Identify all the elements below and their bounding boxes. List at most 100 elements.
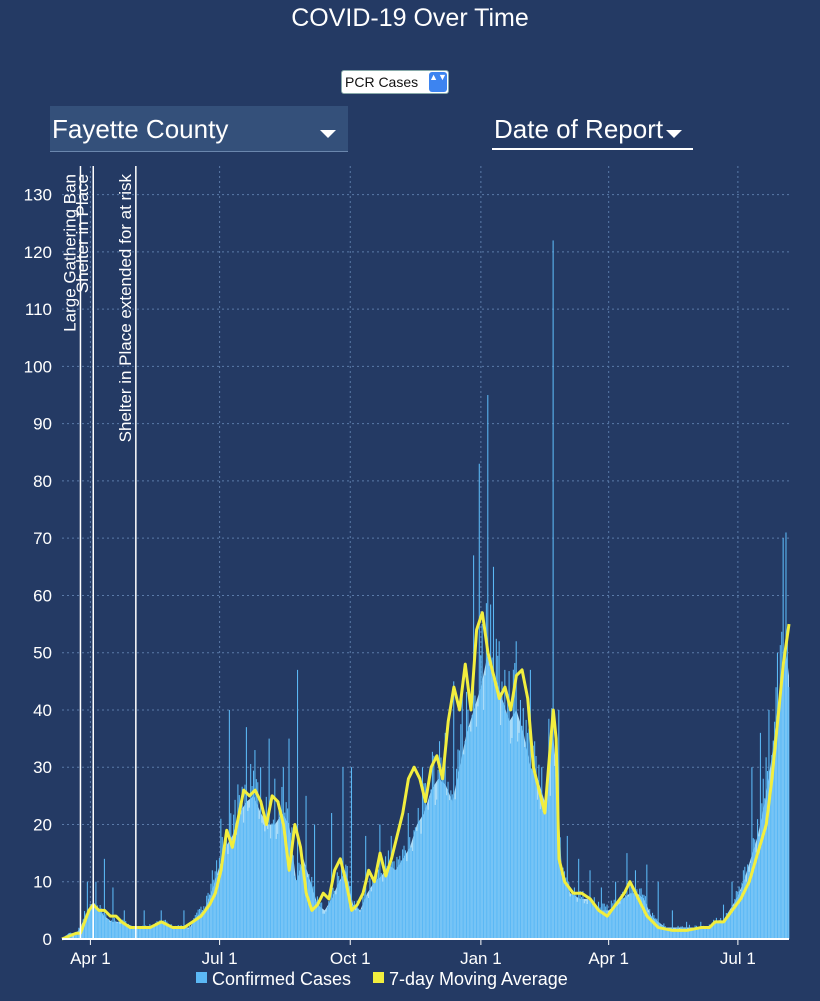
bar <box>261 822 263 939</box>
bar <box>394 869 397 939</box>
bar <box>199 908 201 939</box>
bar <box>338 875 340 939</box>
bar <box>744 866 746 939</box>
chart-legend: Confirmed Cases 7-day Moving Average <box>196 969 568 989</box>
bar <box>410 847 412 939</box>
bar <box>456 768 458 939</box>
bar <box>545 791 547 939</box>
bar <box>688 924 690 939</box>
bar <box>385 856 387 939</box>
bar <box>647 912 649 939</box>
bar <box>386 866 388 939</box>
date-select[interactable]: Date of Report <box>492 110 693 150</box>
bar <box>667 928 669 939</box>
bar <box>152 926 154 939</box>
bar <box>501 681 503 939</box>
bar <box>546 774 548 939</box>
bar <box>762 778 764 939</box>
bar <box>429 797 431 939</box>
bar <box>180 925 182 939</box>
bar <box>299 864 301 939</box>
bar <box>176 927 178 939</box>
bar <box>85 913 87 939</box>
bar <box>210 883 212 939</box>
bar <box>703 925 705 939</box>
bar <box>200 906 202 939</box>
bar <box>771 755 773 939</box>
bar <box>332 887 334 939</box>
bar <box>362 897 364 939</box>
bar <box>402 849 404 939</box>
bar <box>295 879 297 939</box>
bar <box>471 715 473 939</box>
bar <box>403 845 405 939</box>
bar <box>156 921 158 939</box>
bar <box>596 906 598 939</box>
bar <box>525 719 527 939</box>
bar <box>769 789 771 939</box>
bar <box>309 881 311 939</box>
bar <box>315 900 317 939</box>
bar <box>661 925 663 939</box>
county-select[interactable]: Fayette County <box>50 106 348 152</box>
bar <box>240 814 242 939</box>
bar <box>606 904 608 939</box>
y-tick-label: 50 <box>33 644 52 663</box>
measure-select[interactable]: PCR Cases ▲▼ <box>341 70 449 94</box>
bar <box>228 709 230 939</box>
bar <box>184 926 186 939</box>
bar <box>781 631 783 939</box>
bar <box>747 864 749 939</box>
bar <box>339 881 341 939</box>
bar <box>275 838 277 939</box>
bar <box>367 897 370 939</box>
bar <box>323 913 326 939</box>
y-tick-label: 100 <box>24 357 52 376</box>
bar <box>629 884 631 939</box>
bar <box>593 897 595 939</box>
bar <box>316 896 318 939</box>
bar <box>724 920 726 939</box>
bar <box>172 927 174 939</box>
bar <box>380 872 382 939</box>
bar <box>101 908 103 939</box>
bar <box>707 926 709 939</box>
bar <box>289 832 291 939</box>
bar <box>508 671 510 939</box>
bar <box>412 851 414 939</box>
bar <box>551 708 553 939</box>
bar <box>333 890 335 939</box>
bar <box>605 906 607 939</box>
bar <box>548 718 550 939</box>
bar <box>372 878 374 939</box>
bar <box>572 894 574 939</box>
bar <box>427 809 429 939</box>
bar <box>399 855 401 939</box>
bar <box>539 809 541 939</box>
bar <box>113 918 115 939</box>
bar <box>441 766 443 939</box>
bar <box>226 839 228 939</box>
bar <box>720 918 722 939</box>
bar <box>438 741 441 939</box>
bar <box>586 903 588 939</box>
bar <box>187 928 189 939</box>
bar <box>343 870 345 939</box>
bar <box>88 910 90 939</box>
bar <box>262 824 264 939</box>
bar <box>302 870 304 939</box>
bar <box>277 833 279 939</box>
bar <box>538 764 540 939</box>
y-tick-label: 60 <box>33 586 52 605</box>
bar <box>396 856 398 939</box>
bar <box>691 928 693 939</box>
bar <box>640 888 642 939</box>
bar <box>519 699 521 939</box>
bar <box>778 714 780 939</box>
bar <box>580 897 583 939</box>
legend-confirmed-cases-swatch <box>196 972 207 983</box>
bar <box>267 828 269 939</box>
bar <box>137 926 140 939</box>
bar <box>284 812 286 939</box>
y-tick-label: 30 <box>33 758 52 777</box>
